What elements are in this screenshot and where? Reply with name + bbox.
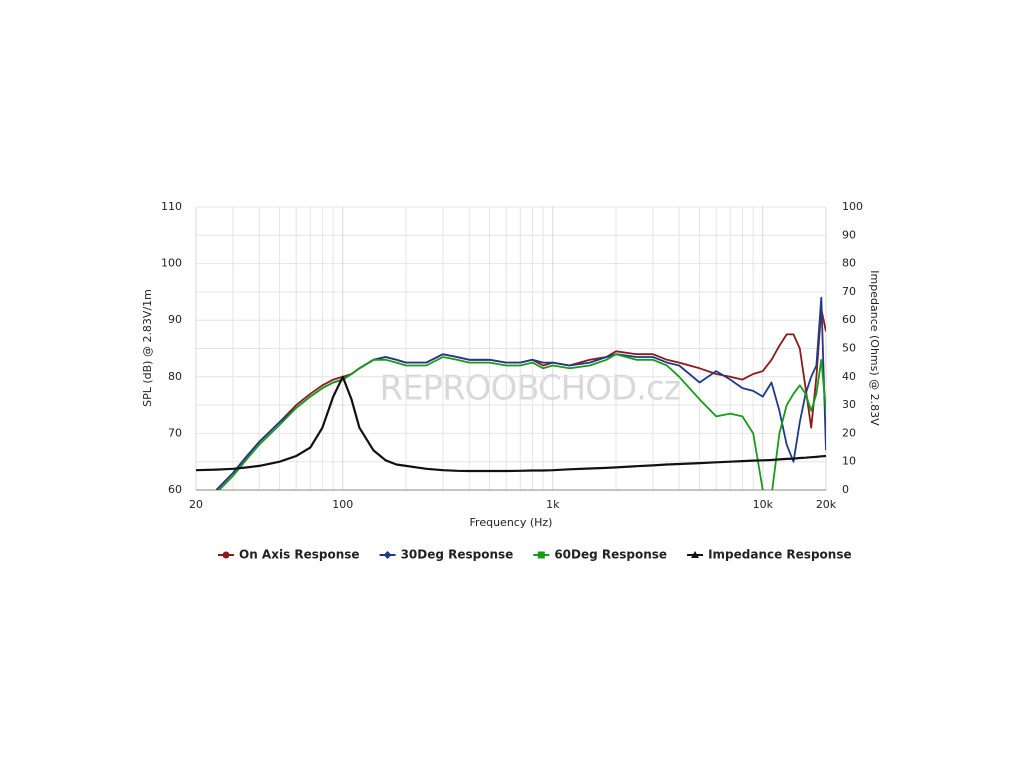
y2-tick-label: 0 (842, 483, 849, 496)
legend-marker (537, 551, 545, 559)
x-tick-label: 100 (332, 498, 353, 511)
series-line (217, 353, 826, 490)
y-tick-label: 100 (161, 257, 182, 270)
grid (195, 206, 827, 491)
series-line (215, 308, 826, 490)
y2-tick-label: 80 (842, 257, 856, 270)
watermark: REPROOBCHOD.cz (379, 369, 680, 409)
y-tick-label: 70 (168, 426, 182, 439)
y2-axis-title: Impedance (Ohms) @ 2.83V (868, 270, 881, 426)
x-tick-label: 10k (753, 498, 774, 511)
y-tick-label: 60 (168, 483, 182, 496)
plot-area (196, 296, 826, 490)
y-tick-label: 110 (161, 200, 182, 213)
y-tick-label: 90 (168, 313, 182, 326)
x-tick-label: 1k (546, 498, 560, 511)
y2-tick-label: 60 (842, 313, 856, 326)
legend-label: 60Deg Response (554, 548, 667, 562)
y2-tick-label: 90 (842, 228, 856, 241)
legend: On Axis Response 30Deg Response 60Deg Resp… (218, 548, 852, 562)
y2-tick-label: 70 (842, 285, 856, 298)
y2-tick-label: 40 (842, 370, 856, 383)
legend-marker (691, 551, 700, 558)
legend-label: Impedance Response (708, 548, 852, 562)
legend-marker (222, 551, 230, 559)
legend-label: 30Deg Response (401, 548, 514, 562)
y2-tick-label: 100 (842, 200, 863, 213)
y2-tick-label: 50 (842, 342, 856, 355)
legend-label: On Axis Response (239, 548, 360, 562)
y-axis-title: SPL (dB) @ 2.83V/1m (141, 289, 154, 407)
y2-tick-label: 30 (842, 398, 856, 411)
x-tick-label: 20 (189, 498, 203, 511)
x-tick-label: 20k (816, 498, 837, 511)
y-tick-label: 80 (168, 370, 182, 383)
y2-tick-label: 10 (842, 455, 856, 468)
series-line (196, 375, 826, 473)
y2-tick-label: 20 (842, 426, 856, 439)
legend-marker (383, 551, 392, 559)
x-axis-title: Frequency (Hz) (470, 516, 553, 529)
